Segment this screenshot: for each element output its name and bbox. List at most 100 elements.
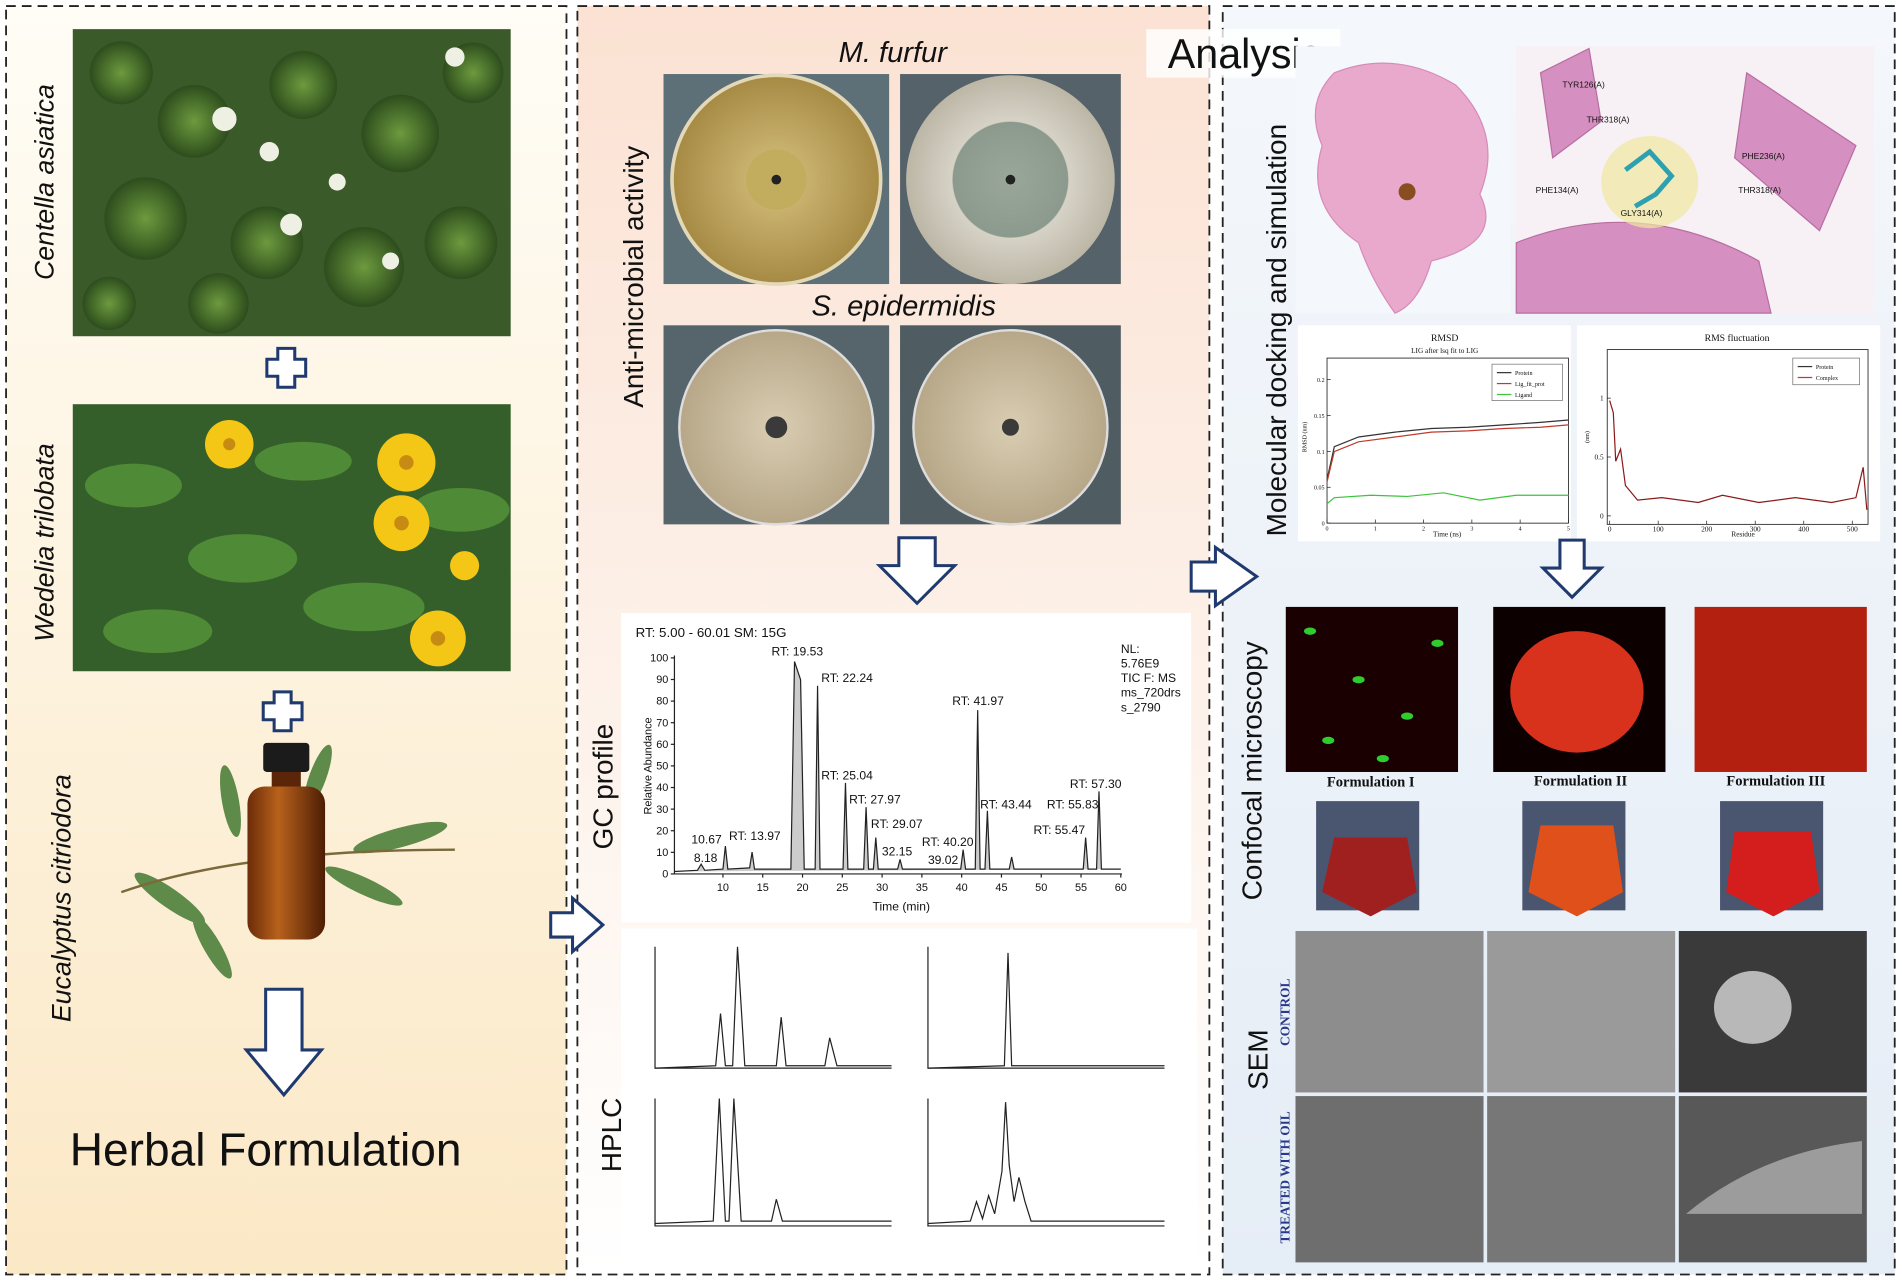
organism-label: S. epidermidis <box>812 291 996 323</box>
x-tick-label: 30 <box>876 882 888 894</box>
decoration <box>1285 606 1459 772</box>
decoration <box>219 765 241 838</box>
formulation-label: Formulation III <box>1726 773 1825 789</box>
legend-label: Lig_fit_prot <box>1515 381 1545 388</box>
peak-label: RT: 13.97 <box>729 829 781 843</box>
decoration <box>303 582 425 632</box>
peak-label: RT: 27.97 <box>849 793 901 807</box>
y-tick-label: 30 <box>656 804 668 816</box>
decoration <box>399 455 414 470</box>
decoration <box>765 416 788 439</box>
decoration <box>927 1102 1165 1225</box>
trace <box>1326 419 1569 480</box>
x-tick-label: 25 <box>836 882 848 894</box>
x-tick-label: 0 <box>1608 526 1612 534</box>
confocal-images <box>1285 606 1867 917</box>
peak-label: 8.18 <box>694 851 718 865</box>
y-tick-label: 70 <box>656 717 668 729</box>
y-tick-label: 1 <box>1600 395 1604 403</box>
decoration <box>412 487 510 532</box>
x-tick-label: 10 <box>717 882 729 894</box>
organism-label: M. furfur <box>839 37 949 69</box>
rmsd-chart: RMSD LIG after lsq fit to LIG RMSD (nm) … <box>1301 333 1570 538</box>
x-tick-label: 55 <box>1075 882 1087 894</box>
plant-label: Centella asiatica <box>29 84 59 280</box>
petri-photo <box>663 73 1121 526</box>
y-tick-label: 0.2 <box>1317 378 1325 384</box>
arrow <box>875 536 959 606</box>
decoration <box>655 946 892 1069</box>
peak-label: RT: 40.20 <box>922 835 974 849</box>
section-label: Molecular docking and simulation <box>1261 124 1292 537</box>
chart-bg <box>1297 325 1571 542</box>
plot-frame <box>1606 349 1869 525</box>
decoration <box>927 952 1165 1069</box>
decoration <box>430 631 446 646</box>
decoration <box>192 914 232 979</box>
decoration <box>1001 418 1019 436</box>
decoration <box>325 866 403 906</box>
y-tick-label: 40 <box>656 782 668 794</box>
decoration <box>212 47 465 270</box>
y-tick-label: 90 <box>656 674 668 686</box>
y-tick-label: 0 <box>662 869 668 881</box>
decoration <box>89 41 153 105</box>
decoration <box>103 609 213 654</box>
x-tick-label: 50 <box>1035 882 1047 894</box>
decoration <box>280 213 303 236</box>
residue-label: THR318(A) <box>1738 185 1781 195</box>
decoration <box>254 441 352 481</box>
x-tick-label: 60 <box>1115 882 1127 894</box>
chart-subtitle: LIG after lsq fit to LIG <box>1411 347 1479 355</box>
legend-label: Protein <box>1816 365 1833 371</box>
plus-icon <box>261 690 304 733</box>
x-tick-label: 20 <box>796 882 808 894</box>
decoration <box>271 771 301 787</box>
legend-label: Complex <box>1816 376 1838 382</box>
section-label: SEM <box>1243 1029 1274 1089</box>
decoration <box>1303 627 1317 635</box>
y-axis-label: RMSD (nm) <box>1301 422 1308 452</box>
gc-chart-bg <box>621 612 1192 923</box>
peak-label: RT: 57.30 <box>1070 777 1122 791</box>
y-tick-label: 0.05 <box>1314 486 1325 492</box>
x-axis-label: Time (min) <box>873 899 930 913</box>
decoration <box>223 438 236 451</box>
decoration <box>134 872 206 924</box>
decoration <box>1295 1096 1484 1263</box>
x-tick-label: 100 <box>1653 526 1664 534</box>
residue-label: TYR126(A) <box>1562 79 1605 89</box>
decoration <box>1623 148 1675 209</box>
decoration <box>157 84 231 158</box>
decoration <box>134 744 448 979</box>
decoration <box>323 226 404 308</box>
trace <box>1326 492 1569 505</box>
decoration <box>1515 47 1857 314</box>
decoration <box>188 534 298 583</box>
hplc-chromatograms <box>654 946 1165 1227</box>
decoration <box>1401 712 1414 720</box>
decoration <box>654 1098 892 1227</box>
x-tick-label: 2 <box>1422 526 1425 532</box>
x-tick-label: 300 <box>1750 526 1761 534</box>
y-tick-label: 0.15 <box>1314 414 1325 420</box>
x-axis-label: Residue <box>1731 531 1754 539</box>
residue-labels: TYR126(A) THR318(A) PHE236(A) PHE134(A) GLY3… <box>1536 79 1785 218</box>
decoration <box>771 174 782 185</box>
x-tick-label: 4 <box>1519 526 1522 532</box>
decoration <box>104 177 187 260</box>
section-label: Anti-microbial activity <box>618 146 649 408</box>
y-tick-label: 20 <box>656 825 668 837</box>
peak-label: RT: 25.04 <box>821 768 873 782</box>
peak-label: 32.15 <box>882 845 913 859</box>
section-label: Confocal microscopy <box>1237 641 1268 900</box>
decoration <box>655 1098 892 1225</box>
residue-label: THR318(A) <box>1587 115 1630 125</box>
y-axis-label: (nm) <box>1584 431 1591 443</box>
decoration <box>1322 736 1335 745</box>
peak-label: RT: 29.07 <box>871 817 923 831</box>
y-tick-label: 0 <box>1322 522 1325 528</box>
decoration <box>394 515 409 531</box>
